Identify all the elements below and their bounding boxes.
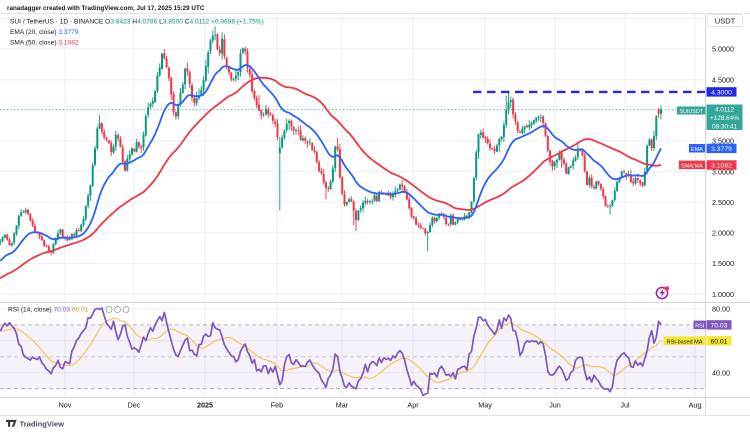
svg-text:Jul: Jul (620, 401, 630, 410)
svg-text:SUIUSDT: SUIUSDT (679, 109, 703, 115)
svg-text:2.0000: 2.0000 (712, 229, 734, 238)
svg-text:Dec: Dec (128, 401, 141, 410)
svg-text:Aug: Aug (689, 401, 702, 410)
svg-text:SUI / TetherUS · 1D · BINANCE: SUI / TetherUS · 1D · BINANCE O3.9423 H4… (10, 19, 264, 26)
svg-text:08:30:41: 08:30:41 (712, 123, 737, 130)
svg-text:70.03: 70.03 (710, 323, 727, 330)
svg-text:SMA (50, close) 3.1082: SMA (50, close) 3.1082 (10, 40, 79, 47)
svg-text:3.5000: 3.5000 (712, 137, 734, 146)
svg-text:Mar: Mar (336, 401, 349, 410)
svg-text:2025: 2025 (197, 401, 213, 410)
svg-text:60.01: 60.01 (710, 338, 727, 345)
svg-text:2.5000: 2.5000 (712, 198, 734, 207)
svg-text:Feb: Feb (271, 401, 283, 410)
svg-text:1.0000: 1.0000 (712, 290, 734, 299)
svg-text:5.0000: 5.0000 (712, 45, 734, 54)
svg-text:3.0000: 3.0000 (712, 167, 734, 176)
svg-text:4.5000: 4.5000 (712, 75, 734, 84)
svg-text:3.1082: 3.1082 (711, 163, 732, 170)
svg-text:4.0112: 4.0112 (715, 106, 735, 113)
svg-text:3.3779: 3.3779 (711, 146, 732, 153)
svg-text:USDT: USDT (715, 17, 736, 26)
svg-text:RSI (14, close) 70.03 60.01: RSI (14, close) 70.03 60.01 (8, 307, 89, 314)
svg-text:Nov: Nov (59, 401, 72, 410)
svg-text:EMA (20, close) 3.3779: EMA (20, close) 3.3779 (10, 29, 79, 36)
svg-text:Apr: Apr (407, 401, 419, 410)
svg-text:Jun: Jun (549, 401, 561, 410)
svg-text:TradingView: TradingView (20, 420, 65, 429)
svg-text:SMA;MA: SMA;MA (681, 163, 703, 169)
svg-text:4.3000: 4.3000 (711, 90, 732, 97)
svg-text:RSI-based MA: RSI-based MA (667, 339, 703, 345)
svg-text:80.00: 80.00 (712, 305, 730, 314)
svg-text:May: May (478, 401, 492, 410)
svg-text:ranadagger created with Tradin: ranadagger created with TradingView.com,… (7, 5, 205, 12)
svg-text:1.5000: 1.5000 (712, 259, 734, 268)
svg-text:40.00: 40.00 (712, 368, 730, 377)
svg-text:EMA: EMA (691, 147, 703, 153)
svg-text:RSI: RSI (695, 323, 705, 329)
svg-text:+128.64%: +128.64% (710, 115, 739, 122)
